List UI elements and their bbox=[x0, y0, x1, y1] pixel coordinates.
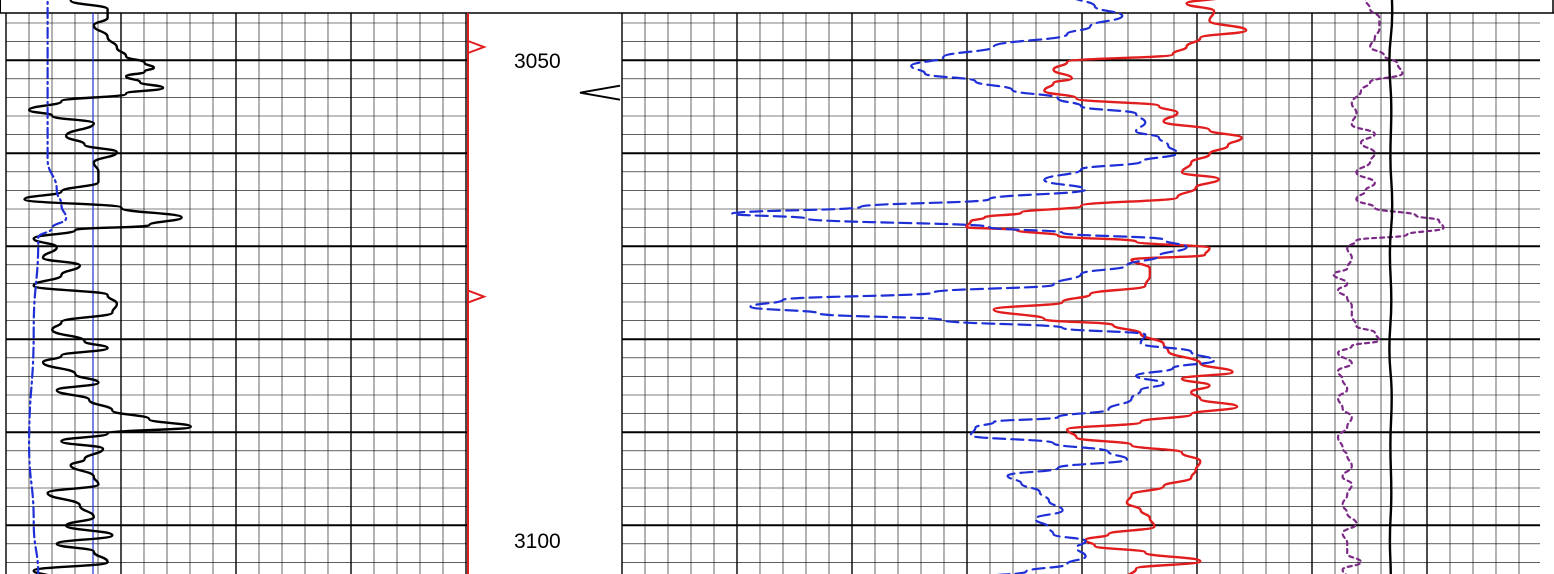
depth-label: 3100 bbox=[514, 530, 561, 553]
depth-labels: 3050 3100 bbox=[514, 50, 561, 553]
series-black_curve-solid-track1 bbox=[23, 0, 192, 574]
markers bbox=[467, 40, 621, 304]
series-blue_line-dashdot-track1 bbox=[28, 0, 68, 574]
series-red_curve-solid-track2 bbox=[965, 0, 1248, 574]
series-black_curve-solid-track2 bbox=[1388, 0, 1394, 574]
red-flag-marker bbox=[467, 289, 487, 304]
black-triangle-marker bbox=[579, 84, 621, 101]
series-blue_curve-dashed-track2 bbox=[731, 0, 1216, 574]
red-flag-marker bbox=[467, 40, 487, 54]
series-purple_curve-dotted-track2 bbox=[1332, 0, 1445, 574]
curves bbox=[23, 0, 1445, 574]
depth-label: 3050 bbox=[514, 50, 561, 73]
